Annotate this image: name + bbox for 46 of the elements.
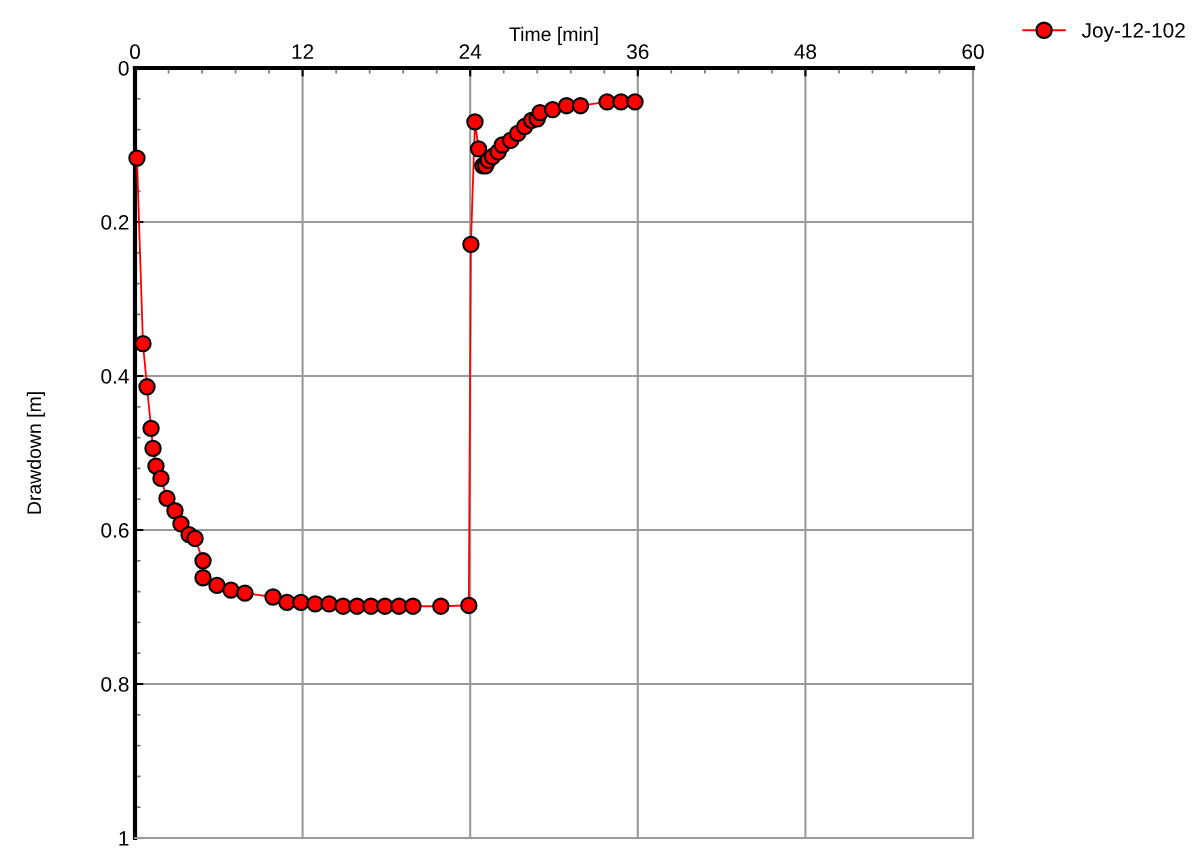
point (128, 149, 146, 167)
point (158, 489, 176, 508)
x-tick-label: 60 (962, 44, 984, 60)
point (264, 588, 282, 606)
point (236, 584, 254, 602)
x-tick-label: 48 (794, 44, 817, 60)
x-tick-label: 24 (459, 44, 482, 59)
point (432, 597, 450, 615)
point (320, 595, 338, 613)
point (571, 97, 590, 115)
point (469, 140, 488, 158)
point (462, 235, 480, 254)
point (194, 569, 212, 587)
point (612, 93, 630, 111)
y-tick-label: 0.4 (101, 369, 129, 384)
x-tick-label: 12 (292, 44, 314, 59)
point (186, 529, 204, 548)
y-tick-label: 1 (119, 831, 129, 846)
point (134, 334, 152, 353)
y-axis-title: Drawdown [m] (26, 392, 45, 514)
point (306, 595, 324, 613)
point (460, 596, 478, 615)
x-tick-label: 36 (627, 44, 649, 60)
point (292, 593, 310, 612)
legend-label: Joy-12-102 (1081, 22, 1185, 42)
point (208, 576, 226, 595)
point (222, 581, 240, 599)
x-tick-label: 0 (130, 44, 140, 60)
point (152, 469, 170, 488)
point (404, 597, 422, 615)
point (557, 97, 576, 115)
point (278, 593, 296, 612)
point (466, 113, 484, 131)
x-axis-title: Time [min] (509, 26, 598, 45)
y-tick-label: 0.2 (101, 215, 129, 230)
point (166, 502, 184, 520)
y-tick-label: 0.6 (101, 523, 129, 538)
point (144, 439, 162, 458)
point (543, 100, 562, 119)
point (194, 552, 212, 570)
point (626, 93, 644, 111)
point (334, 597, 352, 615)
y-tick-label: 0.8 (101, 677, 129, 692)
y-tick-label: 0 (118, 61, 129, 76)
point (138, 378, 156, 396)
point (142, 419, 160, 438)
